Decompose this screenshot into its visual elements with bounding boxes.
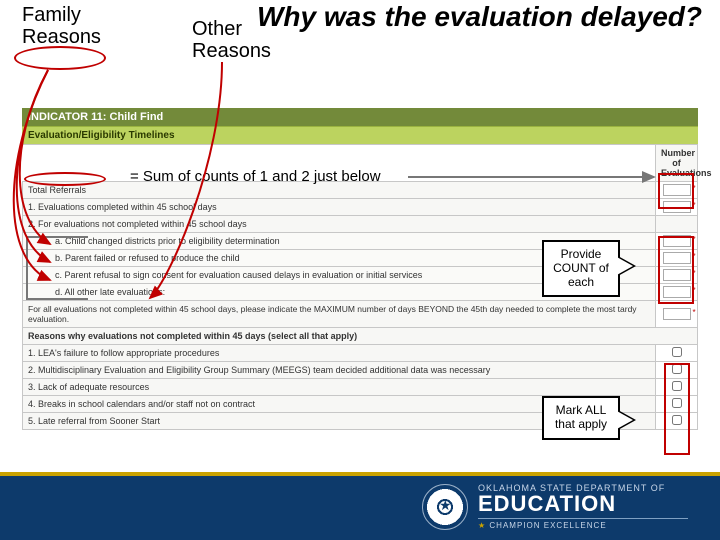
- row-2: 2. For evaluations not completed within …: [23, 216, 698, 233]
- header-timelines: Evaluation/Eligibility Timelines: [22, 126, 698, 144]
- footer-bar: OKLAHOMA STATE DEPARTMENT OF EDUCATION ★…: [0, 476, 720, 540]
- row-max: For all evaluations not completed within…: [23, 301, 698, 328]
- row-q2: 2. Multidisciplinary Evaluation and Elig…: [23, 362, 698, 379]
- grey-bracket: [26, 236, 88, 300]
- family-reasons-label: Family Reasons: [22, 4, 101, 48]
- check-q1[interactable]: [672, 347, 682, 357]
- callout-mark: Mark ALL that apply: [542, 396, 620, 440]
- family-oval: [14, 46, 106, 70]
- input-max[interactable]: [663, 308, 691, 320]
- row-reasons-hdr: Reasons why evaluations not completed wi…: [23, 328, 698, 345]
- logo-bot: ★ CHAMPION EXCELLENCE: [478, 522, 688, 530]
- red-bracket-counts: [658, 236, 694, 304]
- logo-mid: EDUCATION: [478, 493, 688, 515]
- callout-count: Provide COUNT of each: [542, 240, 620, 297]
- slide-title: Why was the evaluation delayed?: [257, 0, 702, 34]
- red-bracket-top: [658, 173, 694, 209]
- logo: OKLAHOMA STATE DEPARTMENT OF EDUCATION ★…: [422, 480, 702, 534]
- row-q3: 3. Lack of adequate resources: [23, 379, 698, 396]
- row-1: 1. Evaluations completed within 45 schoo…: [23, 199, 698, 216]
- sum-annotation: = Sum of counts of 1 and 2 just below: [130, 168, 381, 185]
- red-bracket-checks: [664, 363, 690, 455]
- logo-seal: [422, 484, 468, 530]
- header-indicator: INDICATOR 11: Child Find: [22, 108, 698, 126]
- total-oval: [24, 172, 106, 186]
- row-q1: 1. LEA's failure to follow appropriate p…: [23, 345, 698, 362]
